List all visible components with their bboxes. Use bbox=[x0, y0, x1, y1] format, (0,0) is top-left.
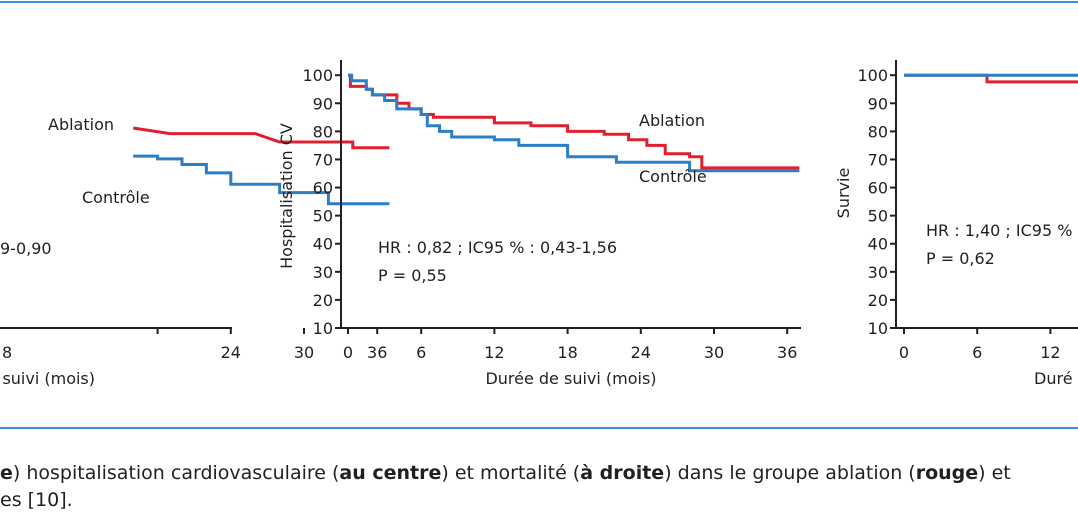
chart-center-x-tick-label: 12 bbox=[484, 343, 504, 362]
chart-right-y-tick-label: 90 bbox=[868, 94, 888, 113]
chart-center-y-tick-label: 70 bbox=[313, 150, 333, 169]
chart-center-ylabel: Hospitalisation CV bbox=[277, 123, 296, 269]
chart-center-x-tick-label: 24 bbox=[631, 343, 651, 362]
chart-right-y-tick-label: 80 bbox=[868, 122, 888, 141]
caption-run: ) et bbox=[978, 462, 1011, 484]
caption-run: ) hospitalisation cardiovasculaire ( bbox=[12, 462, 340, 484]
chart-center-y-tick-label: 90 bbox=[313, 94, 333, 113]
chart-center-x-tick-label: 6 bbox=[416, 343, 426, 362]
chart-right-ylabel: Survie bbox=[834, 168, 853, 219]
chart-left-label-controle: Contrôle bbox=[82, 188, 150, 207]
chart-center: 10 20 30 40 50 60 70 80 90 100 0 6 12 18 24 30 36 Ablat… bbox=[277, 60, 801, 388]
caption-run: ) et mortalité ( bbox=[441, 462, 581, 484]
chart-left-x-tick-label: 8 bbox=[2, 343, 12, 362]
caption-line-1: e) hospitalisation cardiovasculaire (au … bbox=[0, 460, 1078, 487]
chart-right-y-tick-label: 100 bbox=[857, 66, 888, 85]
chart-left-xlabel: suivi (mois) bbox=[2, 369, 95, 388]
chart-right-y-tick-label: 50 bbox=[868, 207, 888, 226]
chart-right-annotation-p: P = 0,62 bbox=[926, 249, 995, 268]
chart-center-x-tick-label: 18 bbox=[557, 343, 577, 362]
chart-center-y-tick-label: 20 bbox=[313, 291, 333, 310]
chart-center-series-controle bbox=[348, 73, 800, 173]
chart-right: 10 20 30 40 50 60 70 80 90 100 0 6 12 HR : 1,40 ; I… bbox=[834, 60, 1078, 388]
chart-right-y-tick-label: 20 bbox=[868, 291, 888, 310]
chart-right-y-tick-label: 10 bbox=[868, 319, 888, 338]
caption-run: e bbox=[0, 462, 13, 484]
chart-right-x-tick-label: 12 bbox=[1040, 343, 1060, 362]
chart-left-series-ablation bbox=[132, 126, 390, 150]
chart-left-label-ablation: Ablation bbox=[48, 115, 114, 134]
chart-center-x-tick-label: 36 bbox=[777, 343, 797, 362]
chart-center-y-tick-label: 40 bbox=[313, 235, 333, 254]
chart-right-y-tick-label: 60 bbox=[868, 179, 888, 198]
chart-right-annotation-hr: HR : 1,40 ; IC95 % bbox=[926, 221, 1072, 240]
figure-caption: e) hospitalisation cardiovasculaire (au … bbox=[0, 460, 1078, 514]
chart-right-y-tick-label: 30 bbox=[868, 263, 888, 282]
chart-center-y-tick-label: 60 bbox=[313, 179, 333, 198]
chart-center-y-tick-label: 50 bbox=[313, 207, 333, 226]
chart-center-x-tick-label: 0 bbox=[343, 343, 353, 362]
chart-left-x-tick-label: 24 bbox=[221, 343, 241, 362]
chart-right-x-tick-label: 0 bbox=[899, 343, 909, 362]
charts-canvas: 24 30 36 8 Ablation Contrôle 9-0,90 suivi (… bbox=[0, 60, 1078, 388]
chart-left-x-tick-label: 36 bbox=[367, 343, 387, 362]
chart-center-label-controle: Contrôle bbox=[639, 167, 707, 186]
caption-line-2: es [10]. bbox=[0, 489, 73, 511]
chart-right-x-tick-label: 6 bbox=[972, 343, 982, 362]
chart-center-y-tick-label: 80 bbox=[313, 122, 333, 141]
caption-run: au centre bbox=[339, 462, 442, 484]
chart-center-xlabel: Durée de suivi (mois) bbox=[485, 369, 656, 388]
caption-run: à droite bbox=[580, 462, 665, 484]
frame-top-rule bbox=[0, 1, 1078, 3]
frame-bottom-rule bbox=[0, 427, 1078, 429]
chart-center-annotation-p: P = 0,55 bbox=[378, 266, 447, 285]
caption-run: rouge bbox=[915, 462, 979, 484]
chart-center-annotation-hr: HR : 0,82 ; IC95 % : 0,43-1,56 bbox=[378, 238, 617, 257]
chart-right-xlabel: Duré bbox=[1034, 369, 1073, 388]
chart-center-x-tick-label: 30 bbox=[704, 343, 724, 362]
chart-left-x-tick-label: 30 bbox=[294, 343, 314, 362]
chart-center-label-ablation: Ablation bbox=[639, 111, 705, 130]
caption-run: ) dans le groupe ablation ( bbox=[664, 462, 916, 484]
chart-center-y-tick-label: 10 bbox=[313, 319, 333, 338]
chart-center-y-tick-label: 30 bbox=[313, 263, 333, 282]
chart-right-y-tick-label: 70 bbox=[868, 150, 888, 169]
chart-right-y-tick-label: 40 bbox=[868, 235, 888, 254]
chart-left-series-controle bbox=[133, 154, 390, 206]
chart-center-y-tick-label: 100 bbox=[302, 66, 333, 85]
chart-left-annotation: 9-0,90 bbox=[0, 239, 52, 258]
chart-left: 24 30 36 8 Ablation Contrôle 9-0,90 suivi (… bbox=[0, 115, 390, 388]
chart-center-series-ablation bbox=[348, 73, 800, 170]
